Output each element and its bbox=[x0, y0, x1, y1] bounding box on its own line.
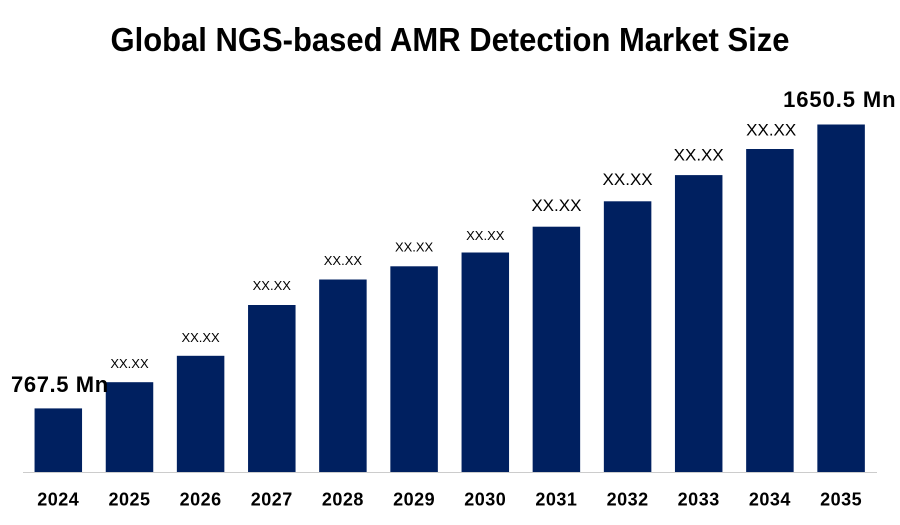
svg-text:XX.XX: XX.XX bbox=[181, 330, 220, 345]
svg-text:XX.XX: XX.XX bbox=[746, 121, 796, 140]
svg-text:2034: 2034 bbox=[749, 490, 791, 510]
svg-text:2030: 2030 bbox=[464, 490, 506, 510]
svg-text:XX.XX: XX.XX bbox=[603, 170, 653, 189]
svg-text:2029: 2029 bbox=[393, 490, 435, 510]
svg-text:2031: 2031 bbox=[535, 490, 577, 510]
svg-text:767.5 Mn: 767.5 Mn bbox=[11, 372, 109, 397]
svg-text:XX.XX: XX.XX bbox=[253, 278, 292, 293]
svg-text:1650.5 Mn: 1650.5 Mn bbox=[783, 87, 896, 112]
svg-text:2024: 2024 bbox=[37, 490, 79, 510]
svg-text:2033: 2033 bbox=[678, 490, 720, 510]
svg-text:2032: 2032 bbox=[607, 490, 649, 510]
svg-text:XX.XX: XX.XX bbox=[674, 146, 724, 165]
svg-text:2025: 2025 bbox=[108, 490, 150, 510]
svg-text:XX.XX: XX.XX bbox=[531, 196, 581, 215]
svg-text:2035: 2035 bbox=[820, 490, 862, 510]
svg-text:2027: 2027 bbox=[251, 490, 293, 510]
svg-text:2026: 2026 bbox=[180, 490, 222, 510]
svg-text:XX.XX: XX.XX bbox=[110, 356, 149, 371]
svg-text:Global NGS-based AMR Detection: Global NGS-based AMR Detection Market Si… bbox=[111, 21, 790, 58]
svg-text:XX.XX: XX.XX bbox=[324, 253, 363, 268]
svg-text:XX.XX: XX.XX bbox=[395, 240, 434, 255]
svg-text:2028: 2028 bbox=[322, 490, 364, 510]
svg-text:XX.XX: XX.XX bbox=[466, 228, 505, 243]
